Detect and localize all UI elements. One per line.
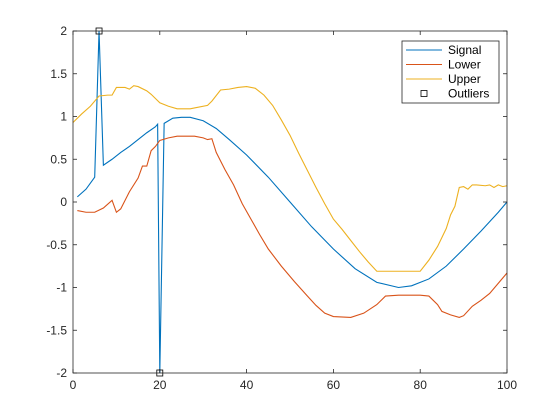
y-tick-label: 1.5: [50, 67, 67, 81]
x-tick-label: 60: [327, 378, 341, 392]
series-layer: [72, 27, 508, 377]
x-tick-label: 0: [70, 378, 77, 392]
legend-label-upper: Upper: [448, 72, 481, 86]
series-line-signal: [76, 30, 508, 374]
series-line-upper: [72, 85, 508, 272]
x-tick-label: 20: [153, 378, 167, 392]
y-tick-label: -2: [56, 366, 67, 380]
y-tick-label: -0.5: [46, 238, 67, 252]
legend-label-signal: Signal: [448, 43, 481, 57]
legend-label-lower: Lower: [448, 58, 481, 72]
y-tick-label: -1: [56, 281, 67, 295]
y-tick-label: 1: [60, 110, 67, 124]
y-tick-label: 2: [60, 24, 67, 38]
x-tick-label: 80: [414, 378, 428, 392]
x-tick-label: 100: [497, 378, 517, 392]
axes-layer: 0 20 40 60 80 100 -2 -1.5 -1 -0.5 0 0.5 1 1.5 2: [46, 24, 517, 392]
y-tick-label: -1.5: [46, 323, 67, 337]
legend-label-outliers: Outliers: [448, 87, 489, 101]
series-line-lower: [77, 135, 508, 319]
legend-box: [401, 40, 500, 104]
y-tick-label: 0.5: [50, 152, 67, 166]
legend-swatch-outliers: [420, 90, 428, 97]
y-tick-label: 0: [60, 195, 67, 209]
x-tick-label: 40: [240, 378, 254, 392]
